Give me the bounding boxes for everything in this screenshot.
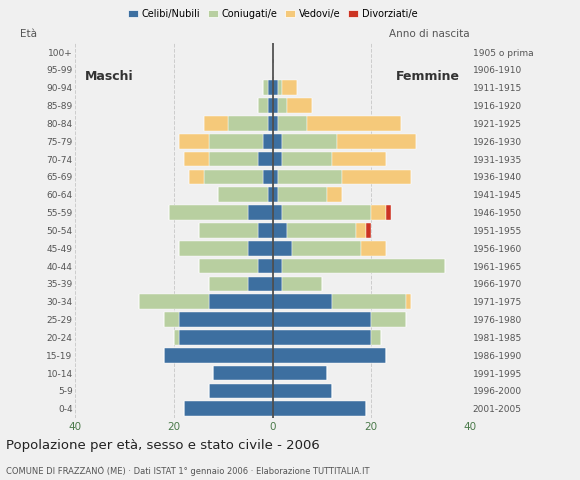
Bar bbox=[204, 116, 229, 131]
Bar bbox=[288, 98, 312, 113]
Bar bbox=[371, 330, 381, 345]
Bar bbox=[189, 169, 204, 184]
Bar bbox=[209, 152, 258, 167]
Bar bbox=[198, 223, 258, 238]
Bar bbox=[209, 134, 263, 149]
Bar bbox=[273, 205, 282, 220]
Text: COMUNE DI FRAZZANÒ (ME) · Dati ISTAT 1° gennaio 2006 · Elaborazione TUTTITALIA.: COMUNE DI FRAZZANÒ (ME) · Dati ISTAT 1°… bbox=[6, 467, 369, 476]
Bar bbox=[169, 205, 248, 220]
Text: Anno di nascita: Anno di nascita bbox=[389, 29, 470, 39]
Bar bbox=[273, 81, 278, 95]
Bar bbox=[273, 312, 371, 327]
Bar bbox=[332, 294, 405, 309]
Bar bbox=[386, 205, 391, 220]
Bar bbox=[292, 241, 361, 255]
Bar bbox=[278, 116, 307, 131]
Bar bbox=[213, 366, 273, 380]
Bar bbox=[273, 152, 282, 167]
Bar bbox=[258, 259, 273, 274]
Bar bbox=[258, 223, 273, 238]
Bar bbox=[282, 81, 298, 95]
Bar bbox=[268, 98, 273, 113]
Bar bbox=[273, 259, 282, 274]
Bar bbox=[367, 223, 371, 238]
Bar bbox=[332, 152, 386, 167]
Bar bbox=[288, 223, 356, 238]
Bar bbox=[268, 116, 273, 131]
Bar bbox=[342, 169, 411, 184]
Bar bbox=[268, 187, 273, 202]
Bar bbox=[282, 205, 371, 220]
Bar bbox=[273, 276, 282, 291]
Bar bbox=[273, 98, 278, 113]
Bar bbox=[209, 294, 273, 309]
Bar bbox=[282, 276, 322, 291]
Bar bbox=[282, 134, 337, 149]
Bar bbox=[282, 259, 445, 274]
Bar bbox=[273, 134, 282, 149]
Bar bbox=[273, 241, 292, 255]
Bar bbox=[179, 134, 209, 149]
Bar bbox=[278, 187, 327, 202]
Bar bbox=[337, 134, 415, 149]
Bar bbox=[164, 348, 273, 362]
Text: Femmine: Femmine bbox=[396, 70, 460, 83]
Bar bbox=[273, 187, 278, 202]
Bar bbox=[179, 330, 273, 345]
Bar bbox=[164, 312, 179, 327]
Bar bbox=[204, 169, 263, 184]
Bar bbox=[140, 294, 209, 309]
Bar bbox=[179, 312, 273, 327]
Bar bbox=[273, 384, 332, 398]
Bar bbox=[356, 223, 367, 238]
Bar bbox=[371, 205, 386, 220]
Bar bbox=[218, 187, 268, 202]
Bar bbox=[327, 187, 342, 202]
Bar bbox=[273, 401, 367, 416]
Bar bbox=[198, 259, 258, 274]
Bar bbox=[184, 152, 209, 167]
Bar bbox=[184, 401, 273, 416]
Bar bbox=[406, 294, 411, 309]
Bar bbox=[273, 330, 371, 345]
Bar bbox=[282, 152, 332, 167]
Bar bbox=[278, 98, 288, 113]
Text: Età: Età bbox=[20, 29, 37, 39]
Bar bbox=[263, 134, 273, 149]
Bar bbox=[263, 169, 273, 184]
Bar bbox=[258, 98, 268, 113]
Bar bbox=[248, 205, 273, 220]
Bar bbox=[273, 169, 278, 184]
Bar bbox=[248, 276, 273, 291]
Bar bbox=[248, 241, 273, 255]
Bar bbox=[174, 330, 179, 345]
Bar bbox=[258, 152, 273, 167]
Bar bbox=[209, 384, 273, 398]
Bar bbox=[268, 81, 273, 95]
Bar bbox=[209, 276, 248, 291]
Bar bbox=[278, 81, 282, 95]
Bar bbox=[307, 116, 401, 131]
Bar bbox=[273, 294, 332, 309]
Text: Popolazione per età, sesso e stato civile - 2006: Popolazione per età, sesso e stato civil… bbox=[6, 439, 320, 452]
Bar bbox=[371, 312, 406, 327]
Bar bbox=[361, 241, 386, 255]
Bar bbox=[273, 366, 327, 380]
Text: Maschi: Maschi bbox=[85, 70, 134, 83]
Bar bbox=[273, 348, 386, 362]
Bar bbox=[278, 169, 342, 184]
Bar bbox=[273, 116, 278, 131]
Bar bbox=[179, 241, 248, 255]
Bar bbox=[273, 223, 288, 238]
Bar bbox=[263, 81, 268, 95]
Bar bbox=[229, 116, 268, 131]
Legend: Celibi/Nubili, Coniugati/e, Vedovi/e, Divorziati/e: Celibi/Nubili, Coniugati/e, Vedovi/e, Di… bbox=[124, 5, 421, 23]
